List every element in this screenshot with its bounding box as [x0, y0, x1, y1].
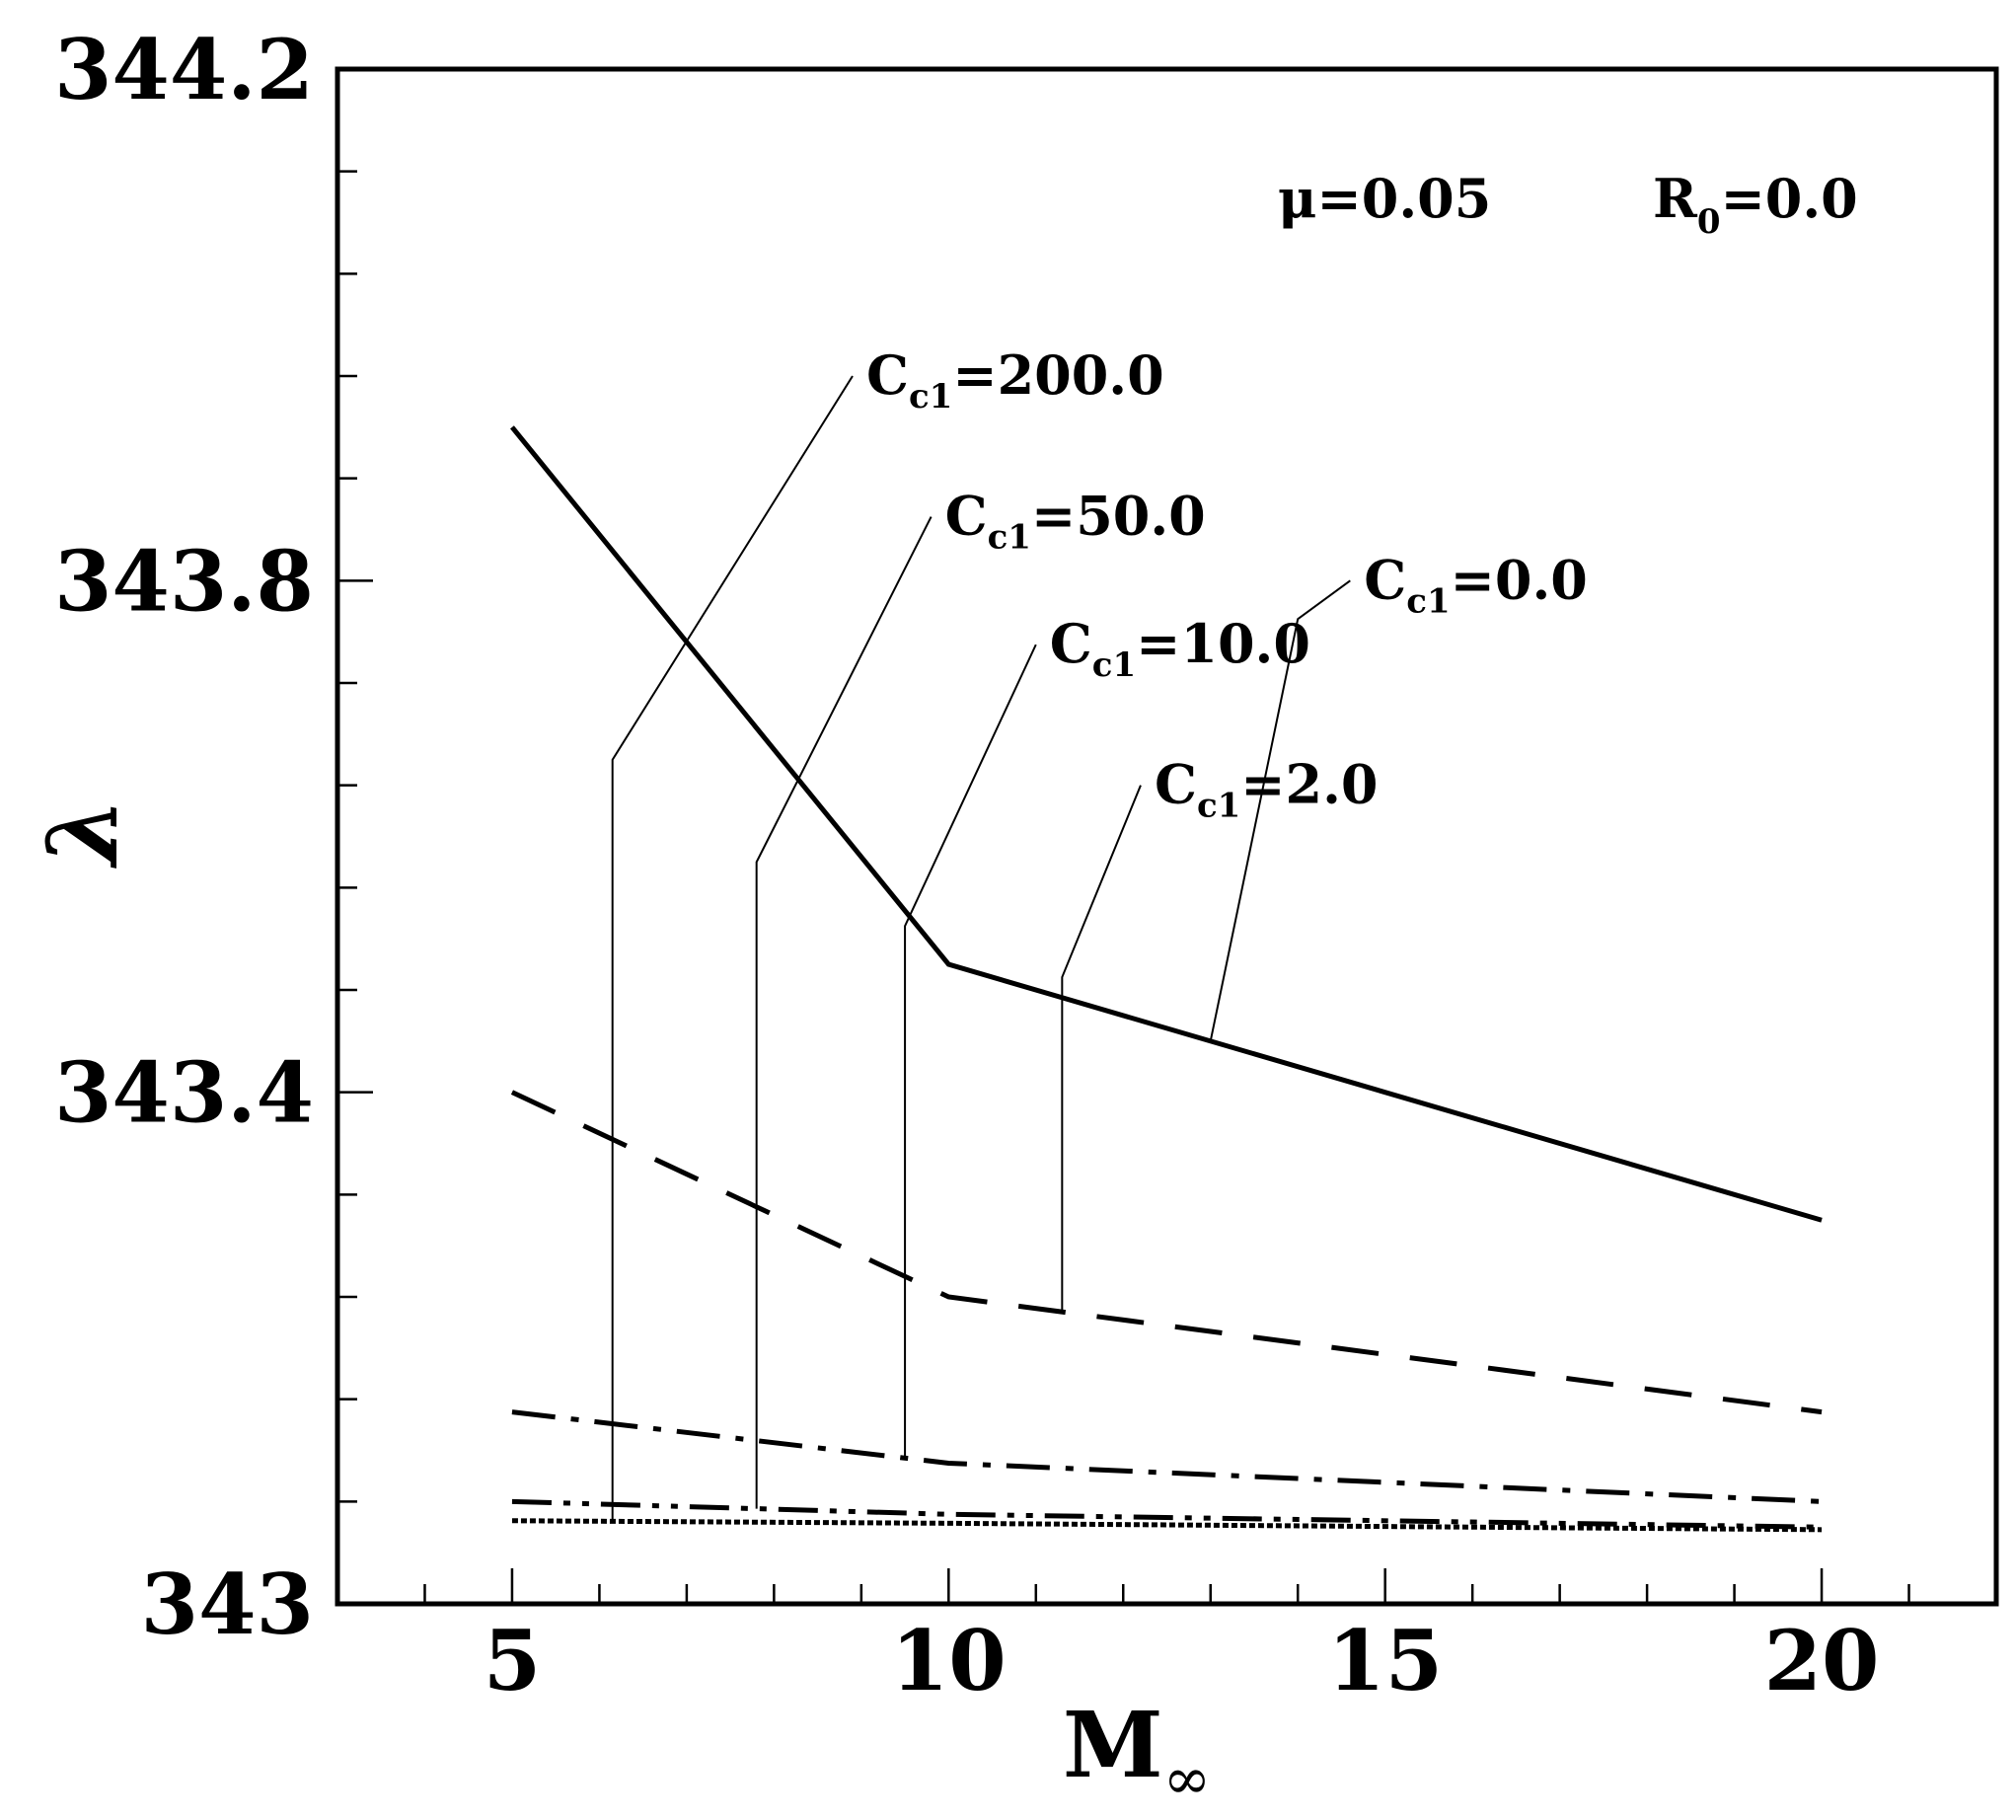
mu-parameter: μ=0.05 — [1278, 167, 1491, 230]
series-line-2 — [511, 1409, 1823, 1504]
x-tick-label: 20 — [1764, 1612, 1880, 1709]
series-line-4 — [511, 1518, 1823, 1533]
series-label-0: Cc1=0.0 — [1364, 548, 1588, 621]
y-tick-label: 343.4 — [54, 1044, 314, 1142]
leader-line-2 — [904, 644, 1037, 1459]
plot-frame — [335, 66, 1999, 1607]
series-line-0 — [510, 425, 1823, 1223]
x-tick-label: 5 — [484, 1612, 541, 1709]
y-axis-label: λ — [27, 797, 140, 870]
series-line-3 — [511, 1498, 1823, 1530]
r0-parameter: R0=0.0 — [1653, 167, 1858, 242]
series-line-1 — [510, 1090, 1823, 1415]
leader-line-3 — [755, 516, 933, 1509]
y-tick-label: 343 — [141, 1555, 314, 1653]
leader-line-0 — [1209, 579, 1351, 1042]
series-label-2: Cc1=10.0 — [1050, 612, 1310, 685]
x-tick-label: 10 — [891, 1612, 1007, 1709]
x-axis-label: M∞ — [1063, 1692, 1211, 1812]
series-label-1: Cc1=2.0 — [1155, 753, 1379, 826]
series-label-4: Cc1=200.0 — [866, 343, 1164, 417]
y-tick-label: 343.8 — [54, 532, 314, 630]
x-tick-label: 15 — [1327, 1612, 1443, 1709]
leader-line-1 — [1061, 785, 1142, 1313]
series-label-3: Cc1=50.0 — [945, 485, 1206, 558]
y-tick-label: 344.2 — [54, 21, 314, 118]
leader-line-4 — [611, 375, 854, 1522]
